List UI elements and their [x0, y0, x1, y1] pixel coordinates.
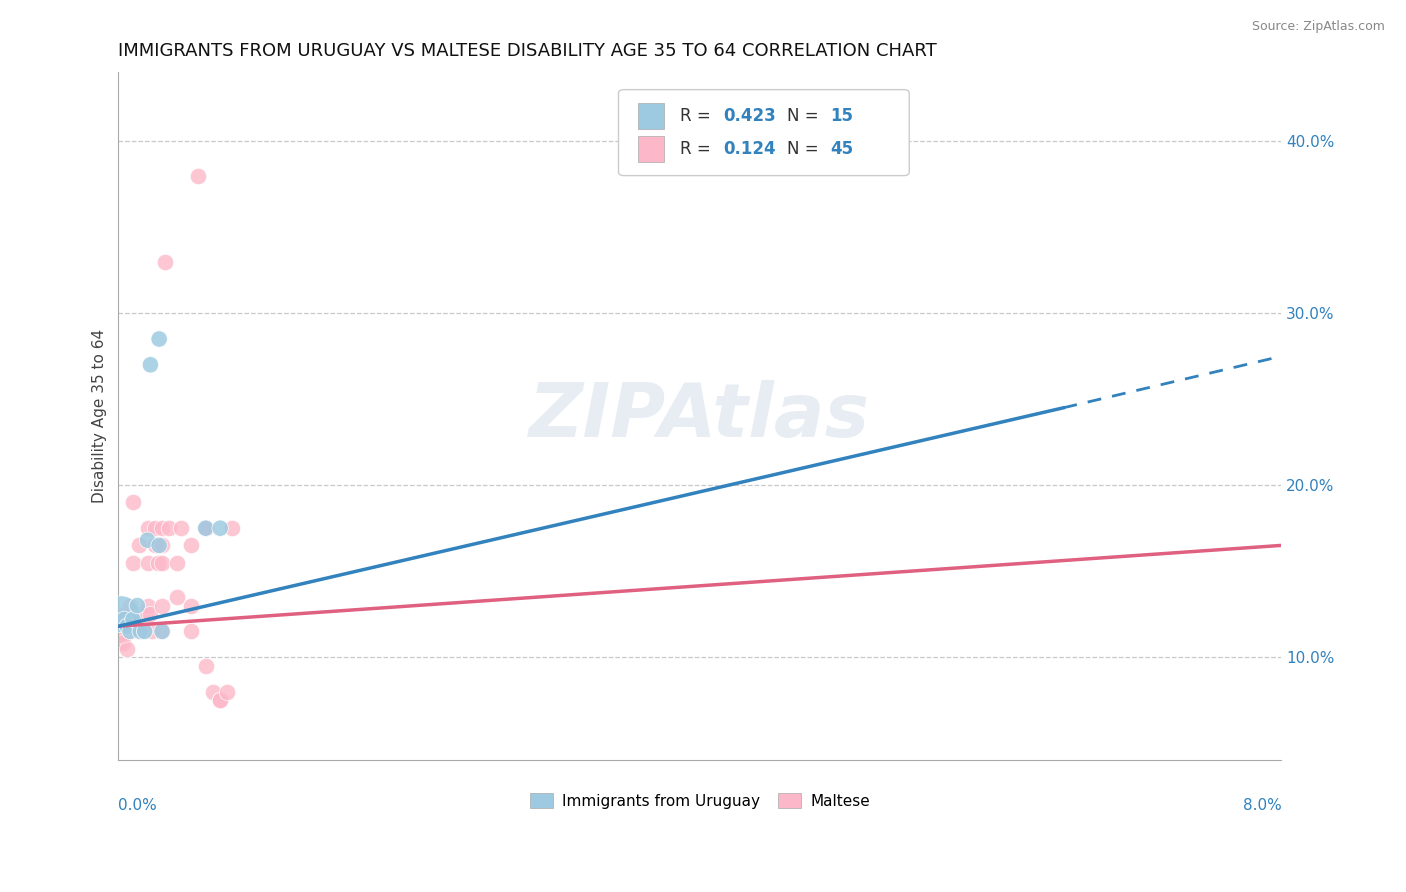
- Point: [187, 169, 209, 183]
- Point: [201, 684, 224, 698]
- Point: [209, 693, 232, 707]
- Point: [134, 607, 156, 622]
- Point: [125, 607, 148, 622]
- Text: R =: R =: [681, 140, 716, 158]
- Point: [120, 624, 142, 639]
- Point: [110, 607, 132, 622]
- Point: [108, 632, 131, 647]
- Point: [136, 521, 159, 535]
- Point: [150, 624, 173, 639]
- Text: 0.423: 0.423: [723, 107, 776, 125]
- Point: [128, 538, 150, 552]
- Point: [112, 612, 135, 626]
- Point: [150, 556, 173, 570]
- Point: [108, 617, 131, 632]
- Point: [194, 521, 217, 535]
- Point: [132, 619, 155, 633]
- Point: [180, 599, 202, 613]
- Point: [129, 624, 152, 639]
- Point: [115, 619, 138, 633]
- Point: [180, 538, 202, 552]
- Point: [194, 658, 217, 673]
- Text: 0.124: 0.124: [723, 140, 776, 158]
- Bar: [638, 103, 664, 128]
- Point: [170, 521, 193, 535]
- Text: ZIPAtlas: ZIPAtlas: [529, 380, 870, 453]
- Point: [129, 624, 152, 639]
- Text: N =: N =: [787, 140, 824, 158]
- Point: [111, 636, 134, 650]
- Point: [127, 624, 149, 639]
- Point: [139, 358, 162, 372]
- Point: [217, 684, 239, 698]
- Point: [209, 693, 232, 707]
- Point: [194, 521, 217, 535]
- Point: [114, 607, 136, 622]
- Point: [127, 599, 149, 613]
- Y-axis label: Disability Age 35 to 64: Disability Age 35 to 64: [93, 329, 107, 503]
- Text: N =: N =: [787, 107, 824, 125]
- Text: IMMIGRANTS FROM URUGUAY VS MALTESE DISABILITY AGE 35 TO 64 CORRELATION CHART: IMMIGRANTS FROM URUGUAY VS MALTESE DISAB…: [118, 42, 938, 60]
- Point: [139, 607, 162, 622]
- Text: 15: 15: [830, 107, 853, 125]
- Text: 8.0%: 8.0%: [1243, 798, 1281, 814]
- Point: [157, 521, 180, 535]
- Point: [110, 619, 132, 633]
- Point: [122, 612, 145, 626]
- Point: [150, 599, 173, 613]
- Point: [136, 599, 159, 613]
- Text: R =: R =: [681, 107, 716, 125]
- Text: 0.0%: 0.0%: [118, 798, 157, 814]
- Point: [115, 641, 138, 656]
- Point: [136, 533, 159, 548]
- Point: [209, 521, 232, 535]
- Point: [120, 599, 142, 613]
- Point: [221, 521, 243, 535]
- Point: [146, 556, 169, 570]
- Point: [131, 624, 153, 639]
- Point: [148, 332, 170, 346]
- Bar: [638, 136, 664, 161]
- Point: [166, 556, 188, 570]
- Point: [150, 538, 173, 552]
- Text: Source: ZipAtlas.com: Source: ZipAtlas.com: [1251, 20, 1385, 33]
- Point: [166, 590, 188, 604]
- Point: [143, 538, 166, 552]
- Point: [150, 624, 173, 639]
- Point: [150, 521, 173, 535]
- Point: [194, 521, 217, 535]
- Point: [136, 556, 159, 570]
- Point: [153, 254, 176, 268]
- FancyBboxPatch shape: [619, 89, 910, 176]
- Point: [122, 495, 145, 509]
- Point: [180, 624, 202, 639]
- Point: [122, 556, 145, 570]
- Point: [143, 521, 166, 535]
- Legend: Immigrants from Uruguay, Maltese: Immigrants from Uruguay, Maltese: [523, 787, 876, 814]
- Point: [141, 624, 163, 639]
- Point: [148, 538, 170, 552]
- Point: [134, 624, 156, 639]
- Text: 45: 45: [830, 140, 853, 158]
